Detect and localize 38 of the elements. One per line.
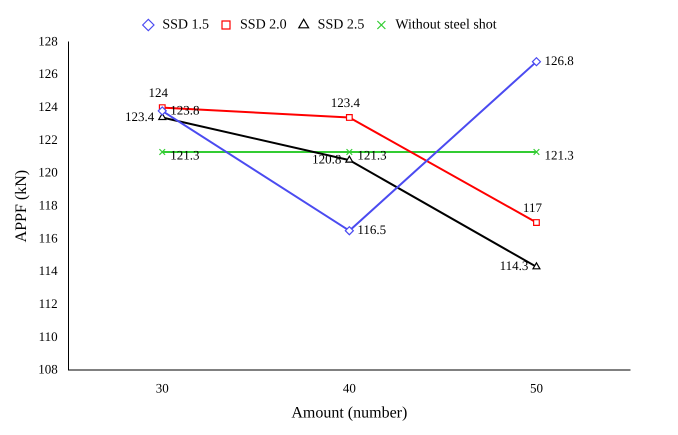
- x-tick-label: 40: [342, 380, 356, 396]
- data-label: 117: [522, 200, 542, 215]
- data-label: 123.4: [330, 94, 360, 110]
- point: [532, 262, 541, 270]
- data-label: 124: [148, 85, 168, 100]
- y-tick-label: 118: [38, 198, 58, 213]
- y-tick-label: 110: [38, 328, 58, 344]
- x-axis-title: Amount (number): [291, 404, 408, 422]
- y-tick-label: 116: [38, 230, 58, 246]
- point: [344, 226, 354, 236]
- data-label: 121.3: [544, 147, 574, 162]
- y-tick-label: 108: [38, 362, 58, 377]
- point: [158, 148, 166, 156]
- legend-label: SSD 1.5: [162, 18, 210, 33]
- point: [533, 219, 540, 226]
- y-tick-label: 114: [38, 263, 58, 278]
- point: [532, 57, 542, 66]
- data-label: 116.5: [357, 222, 386, 238]
- y-axis-title: APPF (kN): [12, 170, 30, 242]
- data-label: 123.4: [125, 108, 155, 124]
- point: [345, 156, 354, 163]
- x-tick-label: 30: [156, 380, 169, 396]
- legend-label: SSD 2.0: [240, 18, 287, 33]
- legend-label: Without steel shot: [395, 18, 497, 33]
- y-tick-label: 126: [38, 66, 58, 82]
- x-tick-label: 50: [530, 380, 543, 396]
- point: [533, 148, 540, 156]
- y-tick-label: 122: [38, 132, 58, 147]
- point: [158, 106, 167, 116]
- legend-label: SSD 2.5: [318, 18, 364, 33]
- y-tick-label: 112: [38, 296, 58, 311]
- point: [346, 114, 353, 121]
- data-label: 126.8: [544, 53, 574, 68]
- point: [346, 148, 353, 156]
- y-tick-label: 128: [38, 33, 58, 48]
- data-label: 114.3: [500, 258, 528, 274]
- y-tick-label: 120: [38, 164, 58, 180]
- y-tick-label: 124: [38, 99, 58, 114]
